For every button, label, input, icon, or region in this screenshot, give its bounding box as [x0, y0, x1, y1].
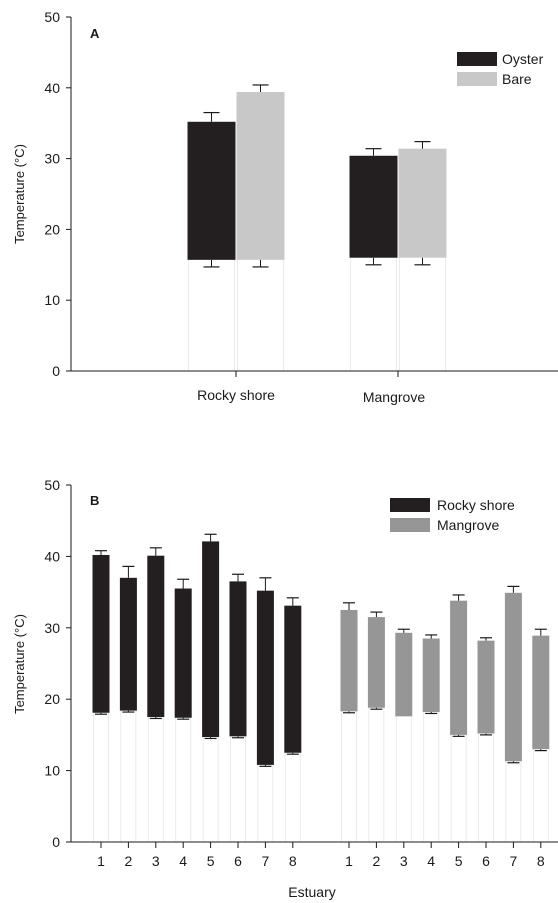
x-tick-label: 7	[510, 853, 518, 869]
x-tick-label: 7	[262, 853, 270, 869]
x-tick-label: 8	[289, 853, 297, 869]
panel-a-bars	[187, 84, 447, 377]
range-bar	[340, 609, 358, 712]
range-bar	[256, 590, 274, 765]
x-tick-label: 3	[400, 853, 408, 869]
y-tick-label: 30	[44, 620, 60, 636]
x-tick-label: 1	[345, 853, 353, 869]
y-tick-label: 20	[44, 691, 60, 707]
range-bar	[119, 577, 137, 711]
range-bar	[395, 632, 413, 717]
legend-swatch-bare	[457, 72, 497, 86]
x-tick-label: 5	[207, 853, 215, 869]
range-bar	[284, 605, 302, 753]
x-tick-label: 3	[152, 853, 160, 869]
range-bar	[450, 600, 468, 735]
y-tick-label: 30	[44, 151, 60, 167]
panel-b: B 0 10 20 30 40 50 1 2 3 4 5 6 7 8 1 2 3 4 5 6 7 8 Temperatu…	[12, 477, 558, 900]
panel-b-y-ticks: 0 10 20 30 40 50	[44, 477, 71, 850]
y-tick-label: 20	[44, 221, 60, 237]
x-tick-label: 8	[537, 853, 545, 869]
panel-a-category-label: Rocky shore	[197, 387, 275, 403]
panel-a-category-label: Mangrove	[363, 389, 425, 405]
panel-a-label: A	[90, 26, 100, 41]
panel-a-guides	[188, 257, 446, 371]
legend-swatch-rocky-shore	[390, 498, 430, 512]
x-tick-label: 6	[482, 853, 490, 869]
panel-a-legend: Oyster Bare	[457, 51, 544, 87]
range-bar	[174, 588, 192, 718]
range-bar	[202, 541, 220, 738]
legend-swatch-mangrove	[390, 518, 430, 532]
y-tick-label: 0	[52, 834, 60, 850]
panel-a: A 0 10 20 30 40 50 Temperature (°C) Rocky sho…	[12, 9, 558, 405]
range-bar	[349, 155, 398, 258]
range-bar	[92, 554, 110, 713]
y-tick-label: 0	[52, 363, 60, 379]
y-tick-label: 10	[44, 292, 60, 308]
panel-b-x-ticks: 1 2 3 4 5 6 7 8 1 2 3 4 5 6 7 8	[97, 842, 545, 869]
range-bar	[236, 92, 285, 260]
panel-a-y-axis-label: Temperature (°C)	[12, 144, 27, 244]
x-tick-label: 2	[125, 853, 133, 869]
legend-label-bare: Bare	[502, 71, 532, 87]
panel-b-bars	[92, 533, 550, 767]
y-tick-label: 40	[44, 80, 60, 96]
x-tick-label: 1	[97, 853, 105, 869]
range-bar	[532, 635, 550, 750]
range-bar	[367, 617, 385, 708]
y-tick-label: 40	[44, 548, 60, 564]
x-tick-label: 4	[427, 853, 435, 869]
x-tick-label: 5	[455, 853, 463, 869]
range-bar	[504, 592, 522, 762]
range-bar	[187, 121, 236, 260]
range-bar	[229, 581, 247, 737]
y-tick-label: 50	[44, 477, 60, 493]
y-tick-label: 50	[44, 9, 60, 25]
legend-label-mangrove: Mangrove	[437, 517, 499, 533]
panel-a-y-ticks: 0 10 20 30 40 50	[44, 9, 71, 379]
legend-label-oyster: Oyster	[502, 51, 544, 67]
y-tick-label: 10	[44, 763, 60, 779]
panel-b-label: B	[90, 493, 99, 508]
range-bar	[477, 640, 495, 734]
legend-swatch-oyster	[457, 52, 497, 66]
panel-b-guides	[93, 707, 549, 842]
panel-b-legend: Rocky shore Mangrove	[390, 497, 515, 533]
x-tick-label: 6	[234, 853, 242, 869]
legend-label-rocky-shore: Rocky shore	[437, 497, 515, 513]
range-bar	[398, 148, 447, 258]
panel-b-x-axis-label: Estuary	[288, 884, 335, 900]
panel-b-y-axis-label: Temperature (°C)	[12, 614, 27, 714]
x-tick-label: 2	[373, 853, 381, 869]
x-tick-label: 4	[179, 853, 187, 869]
range-bar	[147, 555, 165, 718]
range-bar	[422, 638, 440, 713]
